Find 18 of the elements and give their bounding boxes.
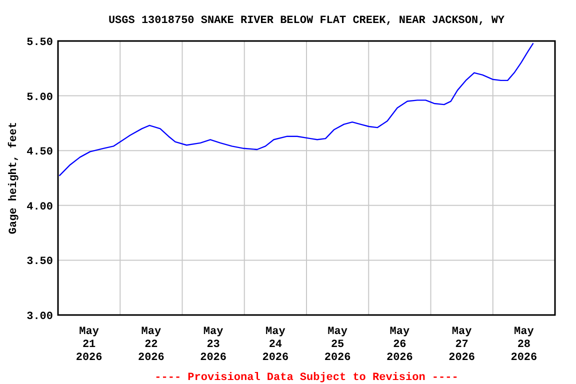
y-tick-label: 5.00 — [26, 92, 53, 104]
x-tick-label: May 23 2026 — [200, 326, 227, 364]
y-tick-label: 4.00 — [26, 201, 53, 214]
x-tick-label: May 28 2026 — [510, 326, 538, 364]
text: ---- Provisional Data Subject to Revision ---- — [154, 372, 458, 384]
x-tick-label: May 26 2026 — [386, 326, 413, 364]
x-tick-label: May 25 2026 — [324, 326, 351, 364]
x-tick-label: May 27 2026 — [448, 326, 476, 364]
y-tick-label: 3.50 — [26, 256, 53, 268]
y-tick-label: 3.00 — [26, 311, 53, 323]
chart-title: USGS 13018750 SNAKE RIVER BELOW FLAT CREEK, NEAR JACKSON, WY — [108, 15, 505, 27]
y-axis-title: Gage height, feet — [7, 122, 20, 234]
y-tick-label: 4.50 — [26, 146, 53, 159]
y-tick-label: 5.50 — [26, 37, 53, 49]
x-tick-label: May 21 2026 — [76, 326, 102, 364]
line-series — [58, 42, 534, 176]
x-tick-label: May 24 2026 — [262, 326, 289, 364]
x-tick-label: May 22 2026 — [138, 326, 164, 364]
